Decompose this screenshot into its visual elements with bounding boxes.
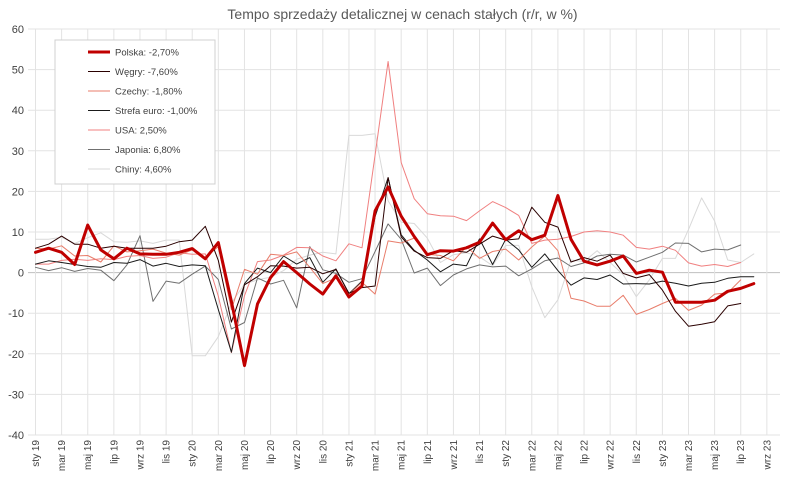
legend-label: Japonia: 6,80% <box>115 145 181 156</box>
legend-label: Węgry: -7,60% <box>115 67 178 78</box>
x-tick-label: sty 23 <box>658 440 669 467</box>
x-tick-label: wrz 20 <box>292 440 303 471</box>
y-tick-label: -30 <box>8 389 24 401</box>
y-tick-label: 40 <box>12 105 24 117</box>
y-tick-label: -10 <box>8 308 24 320</box>
series-line <box>35 133 755 357</box>
x-tick-label: lip 23 <box>736 440 747 464</box>
x-tick-label: lip 20 <box>266 440 277 464</box>
x-tick-label: wrz 19 <box>135 440 146 471</box>
series-line <box>35 235 742 315</box>
y-tick-label: 20 <box>12 186 24 198</box>
x-tick-label: maj 22 <box>553 440 564 470</box>
legend-label: Chiny: 4,60% <box>115 165 172 176</box>
x-tick-label: sty 20 <box>188 440 199 467</box>
x-tick-label: maj 23 <box>710 440 721 470</box>
series-line <box>35 61 742 354</box>
y-tick-label: 60 <box>12 24 24 36</box>
series-line <box>35 177 742 327</box>
chart-title: Tempo sprzedaży detalicznej w cenach sta… <box>227 6 578 22</box>
x-tick-label: lip 19 <box>109 440 120 464</box>
x-tick-label: lip 21 <box>423 440 434 464</box>
legend-label: Czechy: -1,80% <box>115 87 183 98</box>
series-line <box>34 185 756 368</box>
legend-box <box>54 39 216 185</box>
y-tick-label: 0 <box>18 268 24 280</box>
y-tick-label: 30 <box>12 146 24 158</box>
x-tick-label: maj 20 <box>240 440 251 470</box>
y-tick-label: -20 <box>8 349 24 361</box>
legend-label: USA: 2,50% <box>115 126 167 137</box>
x-tick-label: wrz 21 <box>449 440 460 471</box>
x-tick-label: sty 21 <box>344 440 355 467</box>
x-tick-label: mar 21 <box>371 440 382 472</box>
x-tick-label: wrz 23 <box>762 440 773 471</box>
y-tick-label: 50 <box>12 65 24 77</box>
x-tick-label: lis 21 <box>475 440 486 464</box>
x-tick-label: lip 22 <box>580 440 591 464</box>
x-tick-label: mar 19 <box>57 440 68 472</box>
x-tick-label: lis 22 <box>632 440 643 464</box>
x-tick-label: sty 22 <box>501 440 512 467</box>
x-tick-label: maj 19 <box>83 440 94 470</box>
legend-label: Polska: -2,70% <box>115 48 179 59</box>
x-tick-label: mar 22 <box>527 440 538 472</box>
x-tick-label: maj 21 <box>397 440 408 470</box>
x-tick-label: mar 23 <box>684 440 695 472</box>
y-tick-label: -40 <box>8 430 24 442</box>
y-tick-label: 10 <box>12 227 24 239</box>
legend: Polska: -2,70% Węgry: -7,60% Czechy: -1,80… <box>54 39 216 185</box>
x-tick-label: lis 19 <box>162 440 173 464</box>
x-tick-label: mar 20 <box>214 440 225 472</box>
x-tick-label: lis 20 <box>318 440 329 464</box>
legend-label: Strefa euro: -1,00% <box>115 106 198 117</box>
x-tick-label: wrz 22 <box>606 440 617 471</box>
x-tick-label: sty 19 <box>31 440 42 467</box>
